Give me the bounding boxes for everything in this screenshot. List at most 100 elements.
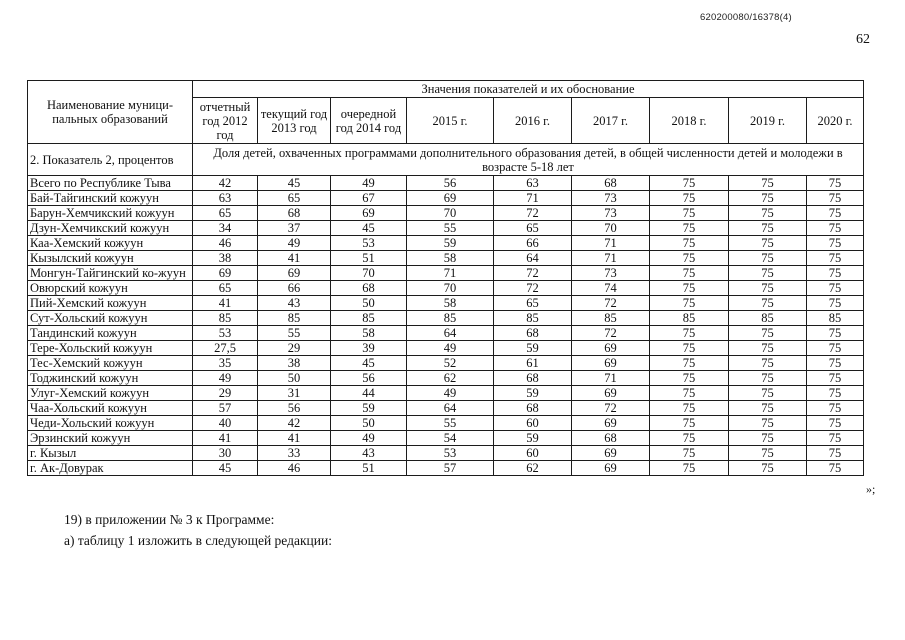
value-cell: 30	[192, 445, 258, 461]
value-cell: 43	[257, 295, 331, 311]
value-cell: 41	[192, 295, 258, 311]
value-cell: 65	[192, 205, 258, 221]
value-cell: 72	[571, 295, 650, 311]
value-cell: 75	[649, 385, 729, 401]
year-column-header-2019: 2019 г.	[728, 97, 807, 144]
value-cell: 41	[192, 430, 258, 446]
value-cell: 45	[330, 355, 407, 371]
value-cell: 31	[257, 385, 331, 401]
value-cell: 45	[257, 175, 331, 191]
table-row: Чеди-Хольский кожуун 40 42 50 55 60 69 75 75 75	[27, 415, 865, 431]
value-cell: 75	[805, 280, 865, 296]
value-cell: 63	[493, 175, 572, 191]
value-cell: 75	[728, 460, 807, 476]
value-cell: 71	[571, 250, 650, 266]
year-column-header-2020: 2020 г.	[805, 97, 865, 144]
value-cell: 75	[649, 340, 729, 356]
amendment-line-2: а) таблицу 1 изложить в следующей редакц…	[64, 533, 332, 548]
value-cell: 75	[649, 430, 729, 446]
value-cell: 41	[257, 430, 331, 446]
value-cell: 50	[257, 370, 331, 386]
value-cell: 75	[805, 400, 865, 416]
value-cell: 50	[330, 295, 407, 311]
value-cell: 72	[493, 280, 572, 296]
value-cell: 27,5	[192, 340, 258, 356]
value-cell: 55	[406, 415, 494, 431]
value-cell: 75	[728, 250, 807, 266]
value-cell: 64	[406, 400, 494, 416]
table-row: Каа-Хемский кожуун 46 49 53 59 66 71 75 75 75	[27, 235, 865, 251]
municipality-name-cell: Чеди-Хольский кожуун	[27, 415, 193, 431]
value-cell: 69	[257, 265, 331, 281]
value-cell: 75	[805, 235, 865, 251]
municipality-name-cell: Тере-Хольский кожуун	[27, 340, 193, 356]
table-header-row-years: отчетный год 2012 год текущий год 2013 г…	[28, 97, 865, 144]
table-row: г. Ак-Довурак 45 46 51 57 62 69 75 75 75	[27, 460, 865, 476]
value-cell: 45	[330, 220, 407, 236]
value-cell: 85	[257, 310, 331, 326]
value-cell: 59	[493, 430, 572, 446]
value-cell: 71	[406, 265, 494, 281]
year-column-header-2016: 2016 г.	[493, 97, 572, 144]
value-cell: 62	[493, 460, 572, 476]
value-cell: 71	[571, 235, 650, 251]
value-cell: 64	[493, 250, 572, 266]
value-cell: 75	[649, 325, 729, 341]
value-cell: 85	[192, 310, 258, 326]
value-cell: 66	[493, 235, 572, 251]
value-cell: 75	[649, 280, 729, 296]
value-cell: 69	[571, 415, 650, 431]
value-cell: 62	[406, 370, 494, 386]
value-cell: 67	[330, 190, 407, 206]
value-cell: 75	[649, 445, 729, 461]
indicator-description-cell: Доля детей, охваченных программами допол…	[191, 143, 865, 176]
table-row: Монгун-Тайгинский ко-жуун 69 69 70 71 72 73 75 7…	[27, 265, 865, 281]
page-number: 62	[856, 32, 870, 47]
document-reference: 620200080/16378(4)	[700, 12, 792, 23]
value-cell: 71	[571, 370, 650, 386]
value-cell: 75	[728, 295, 807, 311]
value-cell: 49	[330, 430, 407, 446]
year-column-header-2018: 2018 г.	[649, 97, 729, 144]
table-row: г. Кызыл 30 33 43 53 60 69 75 75 75	[27, 445, 865, 461]
value-cell: 55	[406, 220, 494, 236]
value-cell: 75	[805, 430, 865, 446]
table-row: Барун-Хемчикский кожуун 65 68 69 70 72 73 75 75 7…	[27, 205, 865, 221]
value-cell: 75	[728, 445, 807, 461]
value-cell: 51	[330, 460, 407, 476]
value-cell: 51	[330, 250, 407, 266]
value-cell: 56	[257, 400, 331, 416]
value-cell: 59	[493, 385, 572, 401]
value-cell: 40	[192, 415, 258, 431]
value-cell: 75	[728, 175, 807, 191]
value-cell: 49	[406, 340, 494, 356]
table-row: Всего по Республике Тыва 42 45 49 56 63 68 75 75…	[27, 175, 865, 191]
value-cell: 39	[330, 340, 407, 356]
value-cell: 85	[406, 310, 494, 326]
value-cell: 42	[192, 175, 258, 191]
value-cell: 75	[649, 205, 729, 221]
value-cell: 68	[493, 325, 572, 341]
value-cell: 75	[805, 205, 865, 221]
value-cell: 75	[805, 370, 865, 386]
indicators-table: Наименование муници-пальных образований …	[27, 80, 865, 476]
municipality-name-cell: Тоджинский кожуун	[27, 370, 193, 386]
value-cell: 53	[330, 235, 407, 251]
table-header-row-group: Наименование муници-пальных образований …	[27, 80, 865, 144]
value-cell: 70	[406, 205, 494, 221]
value-cell: 70	[330, 265, 407, 281]
value-cell: 49	[406, 385, 494, 401]
value-cell: 75	[649, 415, 729, 431]
value-cell: 68	[257, 205, 331, 221]
value-cell: 60	[493, 445, 572, 461]
table-row: Чаа-Хольский кожуун 57 56 59 64 68 72 75 75 75	[27, 400, 865, 416]
value-cell: 75	[728, 190, 807, 206]
value-cell: 60	[493, 415, 572, 431]
value-cell: 75	[649, 235, 729, 251]
value-cell: 75	[728, 385, 807, 401]
municipality-column-header: Наименование муници-пальных образований	[27, 80, 193, 144]
closing-quote-mark: »;	[866, 482, 876, 496]
value-cell: 75	[805, 250, 865, 266]
value-cell: 75	[805, 325, 865, 341]
